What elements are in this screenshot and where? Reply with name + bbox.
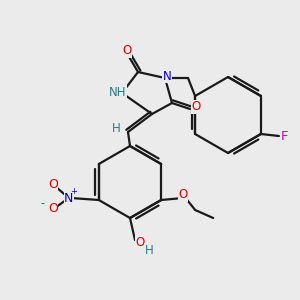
Text: O: O — [48, 178, 58, 191]
Text: O: O — [191, 100, 201, 113]
Text: N: N — [64, 191, 74, 205]
Text: NH: NH — [109, 85, 127, 98]
Text: +: + — [70, 187, 77, 196]
Text: O: O — [178, 188, 188, 202]
Text: N: N — [163, 70, 171, 83]
Text: H: H — [112, 122, 120, 136]
Text: O: O — [135, 236, 145, 248]
Text: -: - — [41, 198, 45, 208]
Text: H: H — [145, 244, 153, 256]
Text: O: O — [48, 202, 58, 215]
Text: O: O — [122, 44, 132, 58]
Text: F: F — [281, 130, 289, 142]
